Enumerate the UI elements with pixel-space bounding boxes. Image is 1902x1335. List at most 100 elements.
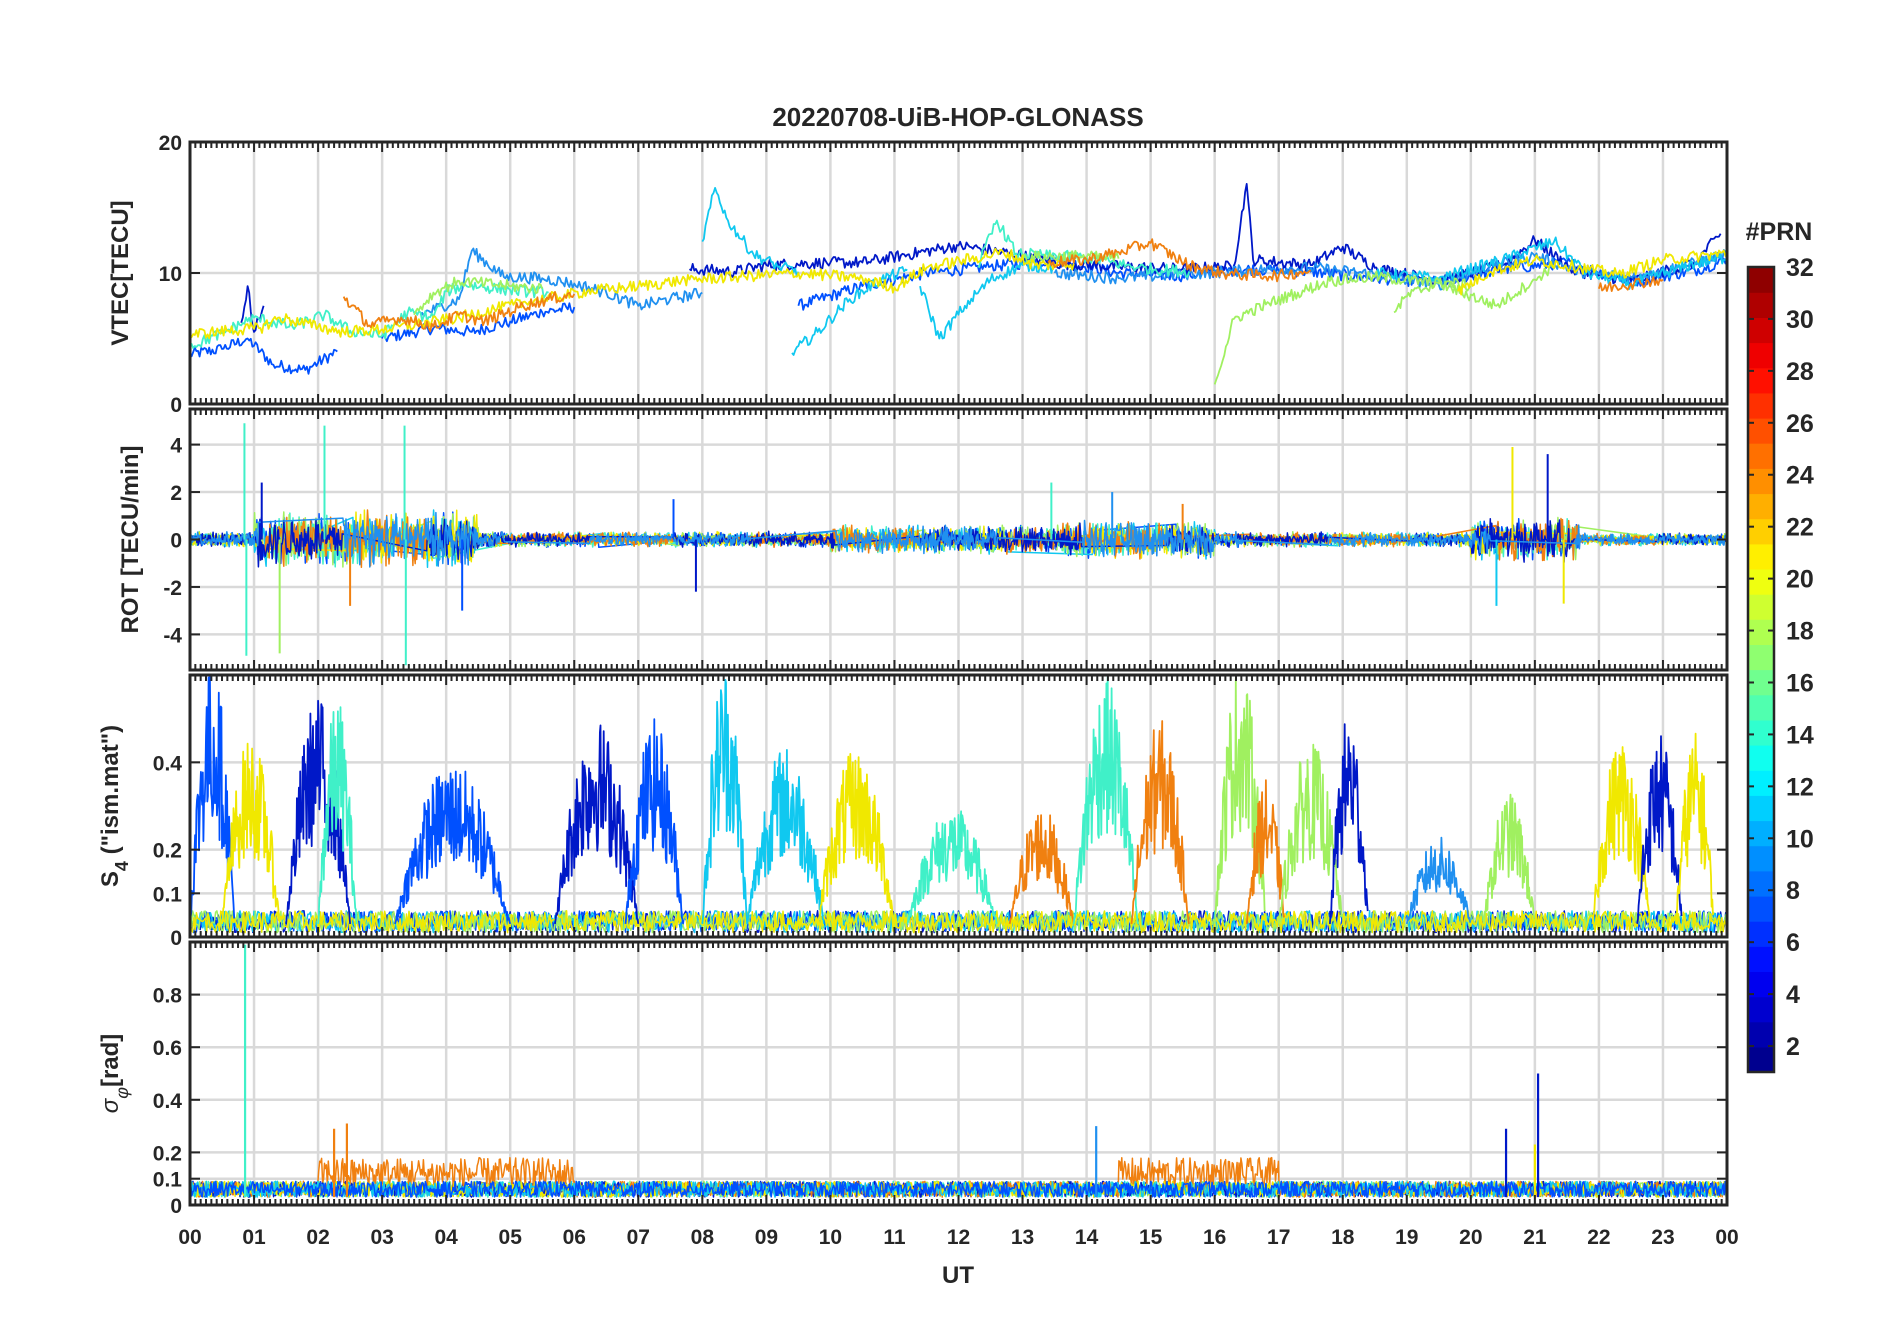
rot-series-line	[190, 511, 1727, 568]
x-tick-label: 03	[370, 1226, 393, 1249]
x-tick-label: 21	[1523, 1226, 1547, 1249]
s4-burst	[1072, 675, 1139, 924]
colorbar-tick-label: 4	[1786, 981, 1800, 1009]
colorbar-tick-label: 32	[1786, 254, 1814, 282]
x-axis-label: UT	[942, 1262, 974, 1289]
colorbar-step	[1748, 292, 1774, 318]
colorbar-step	[1748, 493, 1774, 520]
y-axis-label-s: S	[97, 871, 124, 887]
x-tick-labels: 00 01 02 03 04 05 06 07 08 09 10 11 12 13 14 15 16 17 18 19…	[178, 1226, 1738, 1249]
colorbar-step	[1748, 568, 1774, 595]
colorbar-step	[1748, 1046, 1774, 1073]
y-tick-label: 0.1	[153, 1169, 183, 1192]
vtec-series-line	[1393, 276, 1472, 314]
x-tick-label: 14	[1075, 1226, 1099, 1249]
vtec-series-line	[701, 187, 800, 278]
s4-burst	[1482, 793, 1536, 925]
x-tick-label: 05	[499, 1226, 523, 1249]
x-tick-label: 23	[1651, 1226, 1674, 1249]
x-tick-label: 02	[306, 1226, 329, 1249]
vtec-series-line	[413, 276, 544, 316]
s4-burst	[816, 753, 896, 925]
x-tick-label: 01	[242, 1226, 266, 1249]
s4-burst	[285, 699, 351, 924]
s4-burst	[1130, 720, 1190, 925]
y-tick-label: 0.2	[153, 1142, 182, 1165]
vtec-series-line	[381, 302, 576, 343]
y-ticks	[190, 993, 1727, 1206]
colorbar-tick-label: 22	[1786, 514, 1814, 542]
s4-burst	[1277, 743, 1343, 924]
vtec-series-line	[1374, 236, 1727, 290]
y-tick-label: 0.2	[153, 840, 182, 863]
s4-burst	[1008, 814, 1075, 925]
colorbar-step	[1748, 770, 1774, 796]
vtec-series-line	[919, 259, 1056, 340]
plot-data	[190, 944, 1727, 1198]
colorbar-step	[1748, 443, 1774, 469]
vtec-series-line	[791, 266, 908, 356]
y-tick-label: 0.4	[153, 1090, 183, 1113]
s4-burst	[190, 675, 236, 924]
y-tick-label: 0	[170, 927, 182, 950]
x-tick-label: 11	[883, 1226, 906, 1249]
y-axis-label-rest: [rad]	[97, 1034, 124, 1087]
s4-burst	[1245, 779, 1286, 924]
y-axis-label: σφ[rad]	[97, 1034, 132, 1114]
s4-burst	[1213, 676, 1267, 924]
s4-burst	[221, 742, 280, 925]
colorbar-tick-label: 26	[1786, 410, 1814, 438]
vtec-series-line	[1213, 261, 1555, 385]
colorbar-tick-label: 14	[1786, 721, 1814, 749]
colorbar-step	[1748, 267, 1774, 293]
x-tick-label: 17	[1267, 1226, 1290, 1249]
x-tick-label: 20	[1459, 1226, 1482, 1249]
y-axis-label: S4 ("ism.mat")	[97, 725, 132, 887]
x-tick-label: 18	[1331, 1226, 1355, 1249]
panel-sigma_phi: 0 0.1 0.2 0.4 0.6 0.8 σφ[rad]	[97, 940, 1729, 1218]
x-ticks	[189, 142, 1728, 404]
colorbar-label: #PRN	[1746, 218, 1813, 246]
colorbar-step	[1748, 317, 1774, 344]
colorbar-tick-label: 28	[1786, 358, 1814, 386]
y-tick-label: 20	[159, 132, 182, 155]
y-tick-label: -2	[163, 577, 182, 600]
s4-burst	[746, 749, 825, 925]
x-tick-label: 19	[1395, 1226, 1418, 1249]
s4-burst	[1329, 723, 1369, 924]
colorbar-tick-label: 10	[1786, 825, 1814, 853]
panel-vtec: 0 10 20 VTEC[TECU]	[107, 132, 1729, 417]
vtec-series-line	[190, 281, 549, 349]
s4-burst	[906, 810, 998, 925]
colorbar-step	[1748, 895, 1774, 922]
colorbar-tick-label: 16	[1786, 669, 1814, 697]
colorbar-step	[1748, 996, 1774, 1023]
colorbar-step	[1748, 594, 1774, 620]
y-tick-label: 0	[170, 1195, 182, 1218]
vtec-series-line	[1598, 276, 1664, 292]
colorbar-step	[1748, 870, 1774, 897]
colorbar-step	[1748, 745, 1774, 771]
y-tick-label: 0.4	[153, 752, 183, 775]
s4-burst	[1405, 836, 1472, 925]
x-ticks	[189, 942, 1728, 1205]
colorbar-tick-label: 24	[1786, 462, 1814, 490]
x-tick-label: 00	[178, 1226, 201, 1249]
vtec-series-line	[190, 247, 1075, 340]
plot-data	[190, 423, 1727, 666]
colorbar-step	[1748, 795, 1774, 822]
y-tick-label: 10	[159, 263, 182, 286]
colorbar-step	[1748, 971, 1774, 998]
s4-burst	[624, 718, 684, 925]
s4-burst	[554, 724, 640, 925]
x-tick-label: 13	[1011, 1226, 1034, 1249]
x-tick-label: 07	[627, 1226, 650, 1249]
y-axis-label-sub: φ	[112, 1087, 132, 1099]
colorbar-tick-label: 12	[1786, 773, 1814, 801]
plot-data	[190, 183, 1727, 385]
colorbar-step	[1748, 468, 1774, 495]
colorbar-step	[1748, 845, 1774, 872]
s4-burst	[394, 770, 512, 925]
